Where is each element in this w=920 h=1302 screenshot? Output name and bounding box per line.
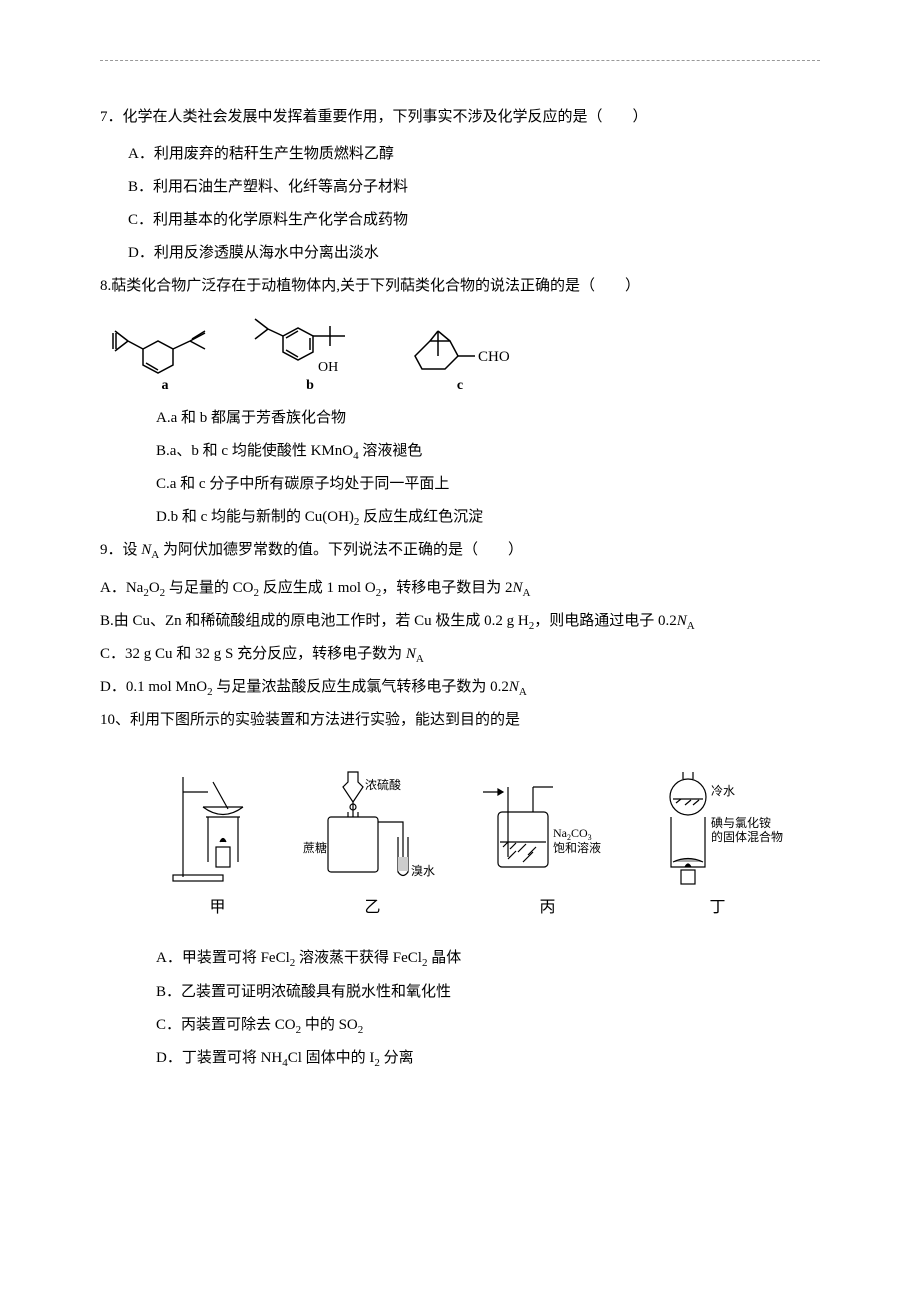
q9-a-5: 与足量的 CO [165,580,253,596]
q9-stem: 9．设 NA 为阿伏加德罗常数的值。下列说法不正确的是（ ） [100,534,820,567]
q9-a-na: N [512,580,522,596]
q9-c-na: N [406,646,416,662]
label-jia: 甲 [209,893,225,917]
q9-d-na: N [509,679,519,695]
q7-option-c: C．利用基本的化学原料生产化学合成药物 [100,204,820,237]
apparatus-bing: Na2CO3 饱和溶液 丙 [478,767,618,917]
svg-text:Na2CO3: Na2CO3 [553,826,592,842]
label-yi: 乙 [364,893,380,917]
svg-text:冷水: 冷水 [711,784,735,798]
q10-option-d: D．丁装置可将 NH4Cl 固体中的 I2 分离 [100,1042,820,1075]
q9-a-9: ，转移电子数目为 2 [381,580,512,596]
q8-option-a: A.a 和 b 都属于芳香族化合物 [100,402,820,435]
q7-stem: 7．化学在人类社会发展中发挥着重要作用，下列事实不涉及化学反应的是（ ） [100,101,820,134]
q10-stem: 10、利用下图所示的实验装置和方法进行实验，能达到目的的是 [100,704,820,737]
q9-b-1: B.由 Cu、Zn 和稀硫酸组成的原电池工作时，若 Cu 极生成 0.2 g H [100,613,529,629]
svg-text:OH: OH [318,360,338,375]
q10-d-5: 分离 [380,1050,414,1066]
q9-d-3: 与足量浓盐酸反应生成氯气转移电子数为 0.2 [213,679,509,695]
q9-option-b: B.由 Cu、Zn 和稀硫酸组成的原电池工作时，若 Cu 极生成 0.2 g H… [100,605,820,638]
q9-stem-post: 为阿伏加德罗常数的值。下列说法不正确的是（ ） [159,542,523,558]
q9-a-7: 反应生成 1 mol O [259,580,376,596]
q10-c-4: 2 [358,1024,364,1036]
q10-c-1: C．丙装置可除去 CO [156,1017,296,1033]
apparatus-jia: 甲 [168,767,268,917]
apparatus-yi: 浓硫酸 蔗糖 溴水 乙 [293,767,453,917]
q8-d-post: 反应生成红色沉淀 [359,509,483,525]
q10-a-3: 溶液蒸干获得 FeCl [295,950,422,966]
q8-structures: a OH b [100,311,820,394]
svg-text:的固体混合物: 的固体混合物 [711,829,783,844]
q9-option-a: A．Na2O2 与足量的 CO2 反应生成 1 mol O2，转移电子数目为 2… [100,572,820,605]
structure-a: a [110,321,220,394]
q10-d-3: Cl 固体中的 I [288,1050,375,1066]
svg-text:蔗糖: 蔗糖 [303,840,327,855]
structure-c: CHO c [400,321,520,394]
q8-b-post: 溶液褪色 [359,443,423,459]
q7-option-d: D．利用反渗透膜从海水中分离出淡水 [100,237,820,270]
svg-text:CHO: CHO [478,349,510,365]
q10-a-1: A．甲装置可将 FeCl [156,950,290,966]
q9-c-a: A [416,653,424,665]
q10-option-b: B．乙装置可证明浓硫酸具有脱水性和氧化性 [100,976,820,1009]
q8-option-d: D.b 和 c 均能与新制的 Cu(OH)2 反应生成红色沉淀 [100,501,820,534]
q9-stem-pre: 9．设 [100,542,141,558]
q9-d-1: D．0.1 mol MnO [100,679,207,695]
svg-text:碘与氯化铵: 碘与氯化铵 [711,815,771,830]
q9-a-1: A．Na [100,580,143,596]
q10-c-3: 中的 SO [301,1017,358,1033]
q10-a-5: 晶体 [427,950,461,966]
q9-option-c: C．32 g Cu 和 32 g S 充分反应，转移电子数为 NA [100,638,820,671]
structure-a-label: a [162,378,169,394]
q7-option-b: B．利用石油生产塑料、化纤等高分子材料 [100,171,820,204]
q10-option-a: A．甲装置可将 FeCl2 溶液蒸干获得 FeCl2 晶体 [100,942,820,975]
q9-na: N [141,542,151,558]
label-ding: 丁 [709,893,725,917]
apparatus-ding: 冷水 碘与氯化铵 的固体混合物 丁 [643,767,793,917]
q8-stem: 8.萜类化合物广泛存在于动植物体内,关于下列萜类化合物的说法正确的是（ ） [100,270,820,303]
q8-d-pre: D.b 和 c 均能与新制的 Cu(OH) [156,509,354,525]
q9-b-a: A [687,620,695,632]
q9-b-na: N [677,613,687,629]
q8-option-b: B.a、b 和 c 均能使酸性 KMnO4 溶液褪色 [100,435,820,468]
structure-c-label: c [457,378,463,394]
q9-option-d: D．0.1 mol MnO2 与足量浓盐酸反应生成氯气转移电子数为 0.2NA [100,671,820,704]
structure-b: OH b [250,311,370,394]
header-divider [100,60,820,61]
q9-a-a: A [522,587,530,599]
q10-option-c: C．丙装置可除去 CO2 中的 SO2 [100,1009,820,1042]
q10-d-1: D．丁装置可将 NH [156,1050,282,1066]
label-bing: 丙 [539,893,555,917]
q9-c-1: C．32 g Cu 和 32 g S 充分反应，转移电子数为 [100,646,406,662]
svg-text:饱和溶液: 饱和溶液 [553,840,601,855]
q7-option-a: A．利用废弃的秸秆生产生物质燃料乙醇 [100,138,820,171]
q9-a-3: O [149,580,160,596]
q9-b-3: ，则电路通过电子 0.2 [534,613,677,629]
svg-text:溴水: 溴水 [411,864,435,878]
svg-text:浓硫酸: 浓硫酸 [365,777,401,792]
q10-apparatus: 甲 浓硫酸 蔗糖 溴水 乙 [100,767,820,917]
structure-b-label: b [306,378,314,394]
q8-option-c: C.a 和 c 分子中所有碳原子均处于同一平面上 [100,468,820,501]
q9-d-a: A [519,686,527,698]
q8-b-pre: B.a、b 和 c 均能使酸性 KMnO [156,443,353,459]
